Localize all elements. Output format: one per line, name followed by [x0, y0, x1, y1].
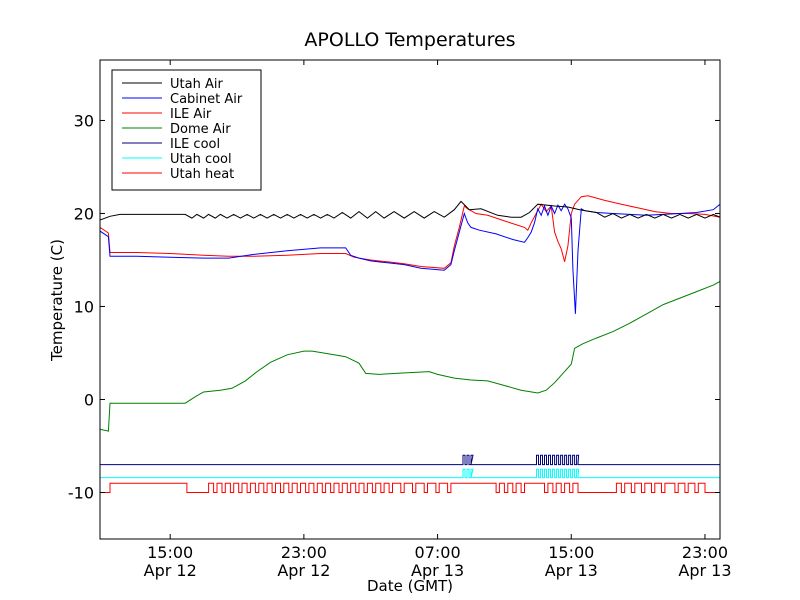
series-line-ile-cool [100, 454, 720, 466]
legend-label-dome-air: Dome Air [170, 122, 231, 137]
series-line-dome-air [100, 280, 720, 432]
y-axis-label: Temperature (C) [48, 239, 66, 362]
series-line-utah-cool [100, 468, 720, 479]
legend-label-cabinet-air: Cabinet Air [170, 92, 243, 107]
x-axis-label: Date (GMT) [367, 577, 453, 595]
x-tick-label-date: Apr 12 [144, 561, 197, 580]
y-tick-label: 30 [74, 111, 94, 130]
series-line-utah-heat [100, 482, 720, 493]
legend-box [111, 69, 262, 191]
legend-label-utah-air: Utah Air [170, 77, 223, 92]
series-layer [100, 195, 720, 493]
plot-frame [99, 59, 721, 540]
legend-label-utah-cool: Utah cool [170, 152, 232, 167]
x-tick-label-time: 23:00 [281, 543, 327, 562]
x-tick-label-date: Apr 12 [277, 561, 330, 580]
legend-label-utah-heat: Utah heat [170, 167, 234, 182]
chart-title: APOLLO Temperatures [304, 29, 515, 51]
x-tick-label-time: 23:00 [682, 543, 728, 562]
x-tick-label-date: Apr 13 [545, 561, 598, 580]
y-tick-label: 0 [84, 390, 94, 409]
x-tick-label-time: 07:00 [415, 543, 461, 562]
series-line-utah-air [100, 200, 720, 221]
y-tick-label: -10 [68, 483, 94, 502]
x-tick-label-date: Apr 13 [678, 561, 731, 580]
x-tick-label-time: 15:00 [548, 543, 594, 562]
y-tick-label: 20 [74, 204, 94, 223]
series-line-ile-air [100, 195, 720, 269]
legend-label-ile-cool: ILE cool [170, 137, 220, 152]
y-tick-label: 10 [74, 297, 94, 316]
x-tick-label-time: 15:00 [147, 543, 193, 562]
legend-label-ile-air: ILE Air [170, 107, 212, 122]
x-tick-label-date: Apr 13 [411, 561, 464, 580]
